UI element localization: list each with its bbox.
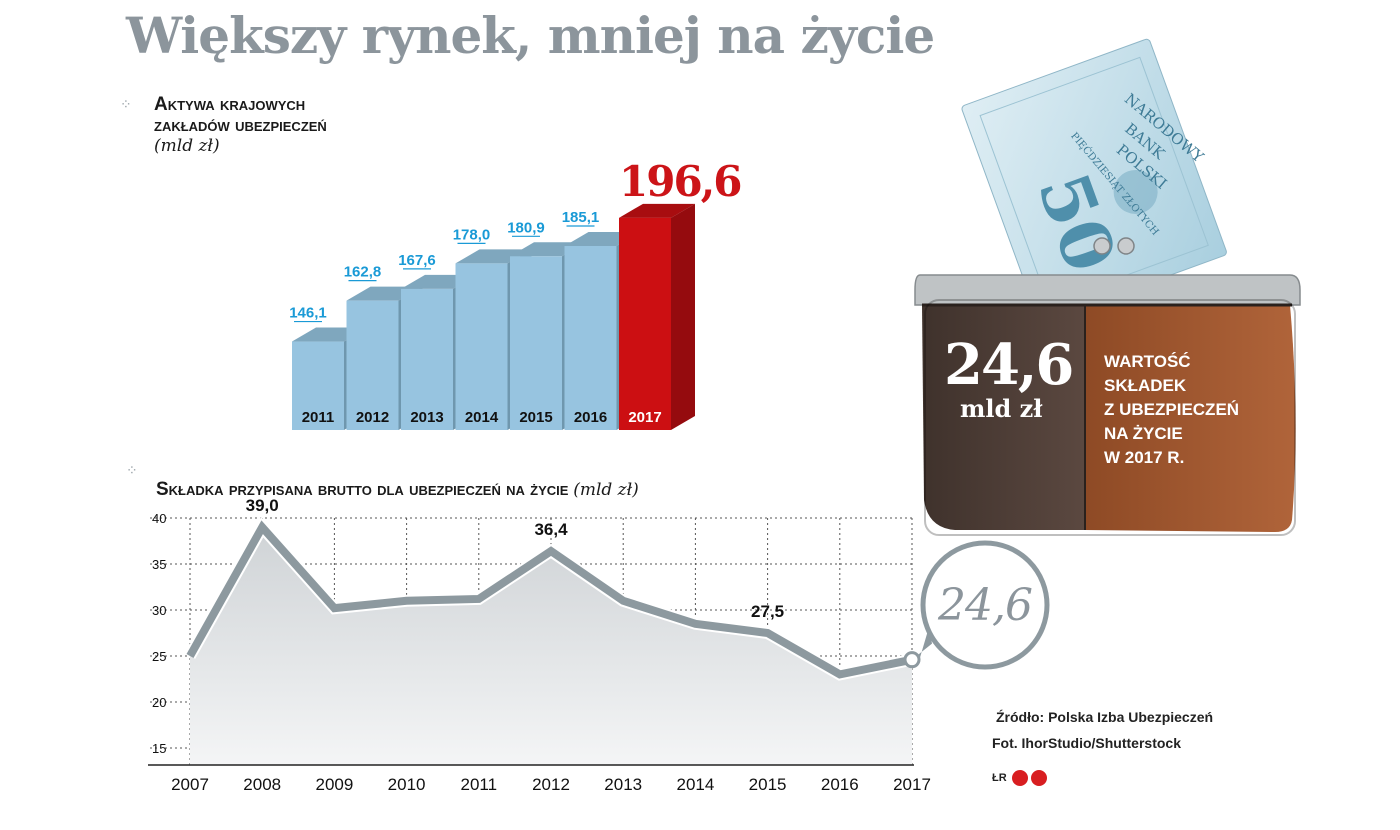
- bar-side: [671, 203, 695, 430]
- bar-chart-unit: (mld zł): [154, 136, 220, 156]
- publisher-logo: ŁR: [992, 770, 1047, 786]
- x-tick-label: 2007: [171, 775, 209, 794]
- logo-circle-icon: [1011, 770, 1028, 786]
- photo-credit: Fot. IhorStudio/Shutterstock: [992, 735, 1181, 751]
- x-tick-label: 2014: [676, 775, 714, 794]
- wallet-caption-line: SKŁADEK: [1104, 376, 1187, 395]
- line-chart-unit: (mld zł): [573, 480, 639, 500]
- bar-front: [564, 246, 617, 430]
- wallet-caption-line: Z UBEZPIECZEŃ: [1104, 400, 1240, 419]
- bar: [619, 203, 695, 430]
- bar-category-label: 2011: [302, 409, 335, 426]
- y-tick-label: 15: [152, 741, 166, 756]
- callout-pointer: [912, 627, 932, 660]
- wallet-illustration: 50 NARODOWY BANK POLSKI PIĘĆDZIESIĄT ZŁO…: [914, 38, 1301, 536]
- bar-category-label: 2012: [356, 409, 389, 426]
- callout-circle: [920, 540, 1050, 670]
- x-tick-label: 2015: [749, 775, 787, 794]
- bar-chart-title-line2: zakładów ubezpieczeń: [154, 115, 327, 136]
- wallet-caption-line: NA ŻYCIE: [1104, 424, 1183, 443]
- bar-category-label: 2015: [519, 409, 552, 426]
- bar-top: [619, 203, 695, 218]
- banknote-illustration: 50 NARODOWY BANK POLSKI PIĘĆDZIESIĄT ZŁO…: [961, 38, 1227, 323]
- bar-front: [619, 217, 671, 430]
- bar-front: [346, 300, 399, 430]
- bar-value-label: 180,9: [507, 219, 545, 236]
- y-tick-label: 40: [152, 511, 166, 526]
- x-tick-label: 2013: [604, 775, 642, 794]
- bar-category-label: 2017: [628, 409, 661, 426]
- bar-value-label: 162,8: [344, 264, 382, 281]
- x-tick-label: 2009: [315, 775, 353, 794]
- bar-category-label: 2014: [465, 409, 499, 426]
- data-point-marker: [903, 651, 921, 669]
- callout-value: 24,6: [937, 580, 1032, 631]
- x-tick-label: 2016: [821, 775, 859, 794]
- bar-value-label: 146,1: [289, 305, 327, 322]
- source-note: Źródło: Polska Izba Ubezpieczeń: [996, 709, 1214, 725]
- bullet-icon: ⁘: [120, 96, 132, 112]
- line-chart-title-text: Składka przypisana brutto dla ubezpiecze…: [156, 479, 569, 500]
- bar-value-label: 196,6: [619, 157, 741, 206]
- area-chart: 15 20 25 30 35 40 2007 2008 2009 2010 2011 2012 2013…: [148, 496, 1050, 794]
- data-point-label: 27,5: [751, 602, 784, 621]
- x-tick-label: 2011: [461, 775, 498, 794]
- bar-category-label: 2013: [410, 409, 443, 426]
- bar-front: [401, 288, 453, 430]
- bar-chart: 2011 146,1 2012 162,8 2013 167,6 2014 178,0 2015…: [289, 157, 743, 430]
- x-tick-label: 2012: [532, 775, 570, 794]
- bar-chart-title: Aktywa krajowych zakładów ubezpieczeń (m…: [154, 94, 327, 157]
- wallet-value: 24,6: [944, 332, 1074, 398]
- wallet-value-number: 24,6: [944, 332, 1074, 398]
- bar-front: [510, 256, 562, 430]
- logo-circle-icon: [1030, 770, 1047, 786]
- x-tick-label: 2017: [893, 775, 931, 794]
- wallet-caption-line: W 2017 R.: [1104, 448, 1185, 467]
- bar-value-label: 178,0: [453, 226, 491, 243]
- area-fill: [190, 527, 912, 765]
- y-tick-label: 30: [152, 603, 166, 618]
- wallet-caption: WARTOŚĆ SKŁADEK Z UBEZPIECZEŃ NA ŻYCIE W…: [1104, 350, 1239, 470]
- bar-value-label: 167,6: [398, 252, 436, 269]
- bar-front: [455, 263, 508, 430]
- y-tick-label: 35: [152, 557, 166, 572]
- x-tick-label: 2008: [243, 775, 281, 794]
- bar-category-label: 2016: [574, 409, 607, 426]
- bar-front: [292, 341, 344, 430]
- wallet-unit: mld zł: [960, 394, 1043, 423]
- bar-value-label: 185,1: [562, 209, 600, 226]
- bullet-icon: ⁘: [126, 462, 138, 478]
- wallet-caption-line: WARTOŚĆ: [1104, 352, 1191, 371]
- y-tick-label: 25: [152, 649, 166, 664]
- data-point-label: 36,4: [534, 520, 568, 539]
- line-chart-title: Składka przypisana brutto dla ubezpiecze…: [156, 479, 639, 501]
- x-tick-label: 2010: [388, 775, 426, 794]
- series-line: [186, 520, 913, 679]
- bar-chart-title-line1: Aktywa krajowych: [154, 94, 306, 115]
- logo-text: ŁR: [992, 772, 1007, 784]
- y-tick-label: 20: [152, 695, 166, 710]
- page-title: Większy rynek, mniej na życie: [126, 6, 935, 65]
- data-point-label: 39,0: [246, 496, 279, 515]
